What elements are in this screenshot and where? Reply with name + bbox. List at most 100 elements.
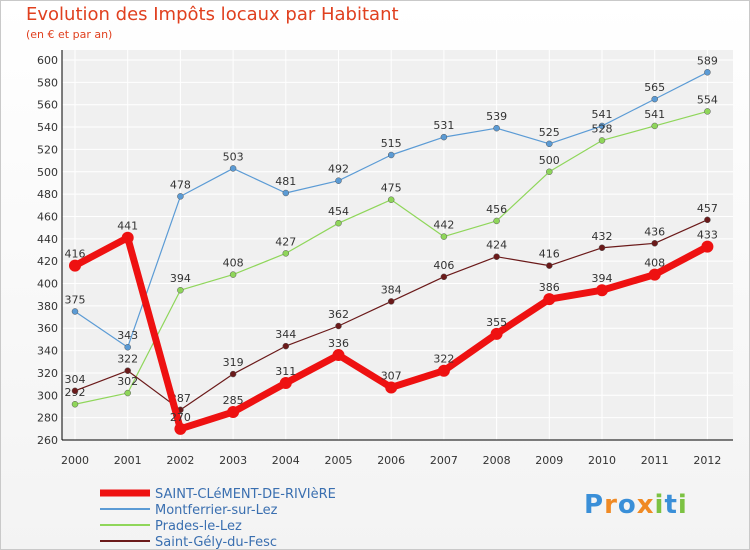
x-tick-label: 2008 [483,454,511,467]
data-point [121,231,134,244]
data-label: 311 [275,365,296,378]
x-tick-label: 2007 [430,454,458,467]
data-point [279,377,292,389]
data-label: 589 [697,54,718,67]
data-point [335,322,342,330]
data-label: 285 [223,394,244,407]
data-label: 416 [539,248,560,261]
data-point [387,196,395,203]
y-tick-label: 420 [37,255,58,268]
x-tick-label: 2002 [166,454,194,467]
y-tick-label: 280 [37,412,58,425]
data-point [124,343,131,351]
data-label: 343 [117,329,138,342]
data-label: 442 [433,219,454,232]
y-tick-label: 440 [37,233,58,246]
data-label: 394 [592,272,613,285]
data-point [335,177,342,184]
legend-label: SAINT-CLéMENT-DE-RIVIèRE [155,487,336,502]
data-point [387,151,395,159]
data-label: 500 [539,154,560,167]
data-point [546,168,553,176]
data-label: 336 [328,337,349,350]
data-point [177,193,184,200]
data-point [282,250,290,257]
x-tick-label: 2001 [114,454,142,467]
data-label: 456 [486,203,507,216]
data-label: 375 [65,293,86,306]
data-label: 416 [65,248,86,261]
data-label: 427 [275,235,296,248]
x-tick-label: 2012 [693,454,721,467]
data-point [335,219,342,227]
data-point [227,406,240,419]
data-label: 457 [697,202,718,215]
y-tick-label: 380 [37,300,58,313]
data-point [282,342,290,350]
data-label: 475 [381,182,402,195]
data-point [440,233,448,240]
data-label: 515 [381,137,402,150]
data-point [701,240,714,253]
data-label: 539 [486,110,507,123]
data-point [493,253,500,260]
data-point [651,95,658,103]
y-tick-label: 540 [37,121,58,134]
data-label: 408 [644,257,665,270]
x-tick-label: 2011 [641,454,669,467]
data-label: 525 [539,126,560,139]
data-point [437,364,450,377]
data-label: 454 [328,205,349,218]
legend-label: Montferrier-sur-Lez [155,503,278,518]
data-point [440,273,448,281]
chart-subtitle: (en € et par an) [26,28,113,41]
data-label: 503 [223,150,244,163]
data-point [493,124,500,132]
y-tick-label: 320 [37,367,58,380]
data-label: 304 [65,373,86,386]
data-point [598,137,606,144]
data-point [546,262,553,269]
y-tick-label: 560 [37,99,58,112]
data-point [704,216,711,224]
data-label: 441 [117,220,138,233]
data-point [177,286,184,294]
chart-title: Evolution des Impôts locaux par Habitant [26,4,399,25]
y-tick-label: 480 [37,188,58,201]
data-label: 394 [170,272,191,285]
data-point [71,308,79,315]
data-point [229,271,237,278]
data-point [651,240,658,247]
data-point [704,69,711,76]
data-point [648,268,661,281]
data-label: 481 [275,175,296,188]
x-tick-label: 2005 [325,454,353,467]
data-label: 406 [433,259,454,272]
x-tick-label: 2006 [377,454,405,467]
data-label: 319 [223,356,244,369]
data-label: 541 [644,108,665,121]
data-point [71,400,79,408]
data-label: 307 [381,369,402,382]
data-point [282,189,290,197]
data-point [493,217,500,225]
y-tick-label: 580 [37,76,58,89]
y-tick-label: 400 [37,278,58,291]
data-label: 554 [697,93,718,106]
y-tick-label: 520 [37,143,58,156]
x-tick-label: 2003 [219,454,247,467]
y-tick-label: 300 [37,389,58,402]
data-label: 531 [433,119,454,132]
x-tick-label: 2004 [272,454,300,467]
data-point [490,327,503,340]
legend-label: Prades-le-Lez [155,519,242,534]
data-point [332,349,345,362]
x-tick-label: 2009 [535,454,563,467]
proxiti-logo: Proxiti [584,490,688,520]
data-label: 478 [170,178,191,191]
data-point [440,133,448,141]
data-point [229,370,237,378]
data-label: 386 [539,281,560,294]
data-label: 322 [117,353,138,366]
